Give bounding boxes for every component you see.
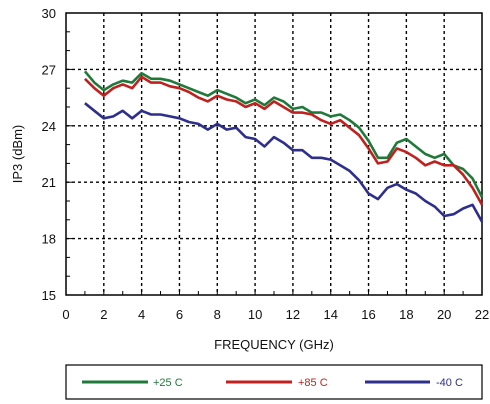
y-tick-label: 21 (42, 175, 56, 190)
y-tick-label: 27 (42, 62, 56, 77)
legend-label: -40 C (436, 377, 463, 389)
x-tick-label: 12 (286, 307, 300, 322)
series-line (84, 102, 484, 223)
series-line (83, 70, 484, 198)
x-tick-label: 22 (475, 307, 489, 322)
y-tick-label: 24 (42, 119, 56, 134)
y-tick-label: 18 (42, 232, 56, 247)
y-tick-labels: 15 18 21 24 27 30 (42, 6, 56, 303)
x-tick-label: 6 (176, 307, 183, 322)
legend-label: +85 C (298, 377, 328, 389)
x-axis-title: FREQUENCY (GHz) (214, 337, 334, 352)
x-tick-label: 10 (248, 307, 262, 322)
x-tick-label: 8 (214, 307, 221, 322)
x-tick-label: 0 (62, 307, 69, 322)
x-tick-labels: 0 2 4 6 8 10 12 14 16 18 20 22 (62, 307, 489, 322)
series-line (83, 75, 484, 206)
grid-lines (66, 13, 482, 295)
y-axis-title: IP3 (dBm) (10, 125, 25, 184)
plot-area (65, 12, 483, 296)
x-tick-label: 18 (399, 307, 413, 322)
x-tick-label: 16 (361, 307, 375, 322)
y-tick-label: 30 (42, 6, 56, 21)
x-tick-label: 20 (437, 307, 451, 322)
legend: +25 C +85 C -40 C (82, 377, 463, 389)
axis-ticks (65, 12, 483, 296)
x-tick-label: 4 (138, 307, 145, 322)
x-tick-label: 2 (100, 307, 107, 322)
y-tick-label: 15 (42, 288, 56, 303)
series-layer (83, 70, 484, 223)
legend-label: +25 C (153, 377, 183, 389)
x-tick-label: 14 (323, 307, 337, 322)
